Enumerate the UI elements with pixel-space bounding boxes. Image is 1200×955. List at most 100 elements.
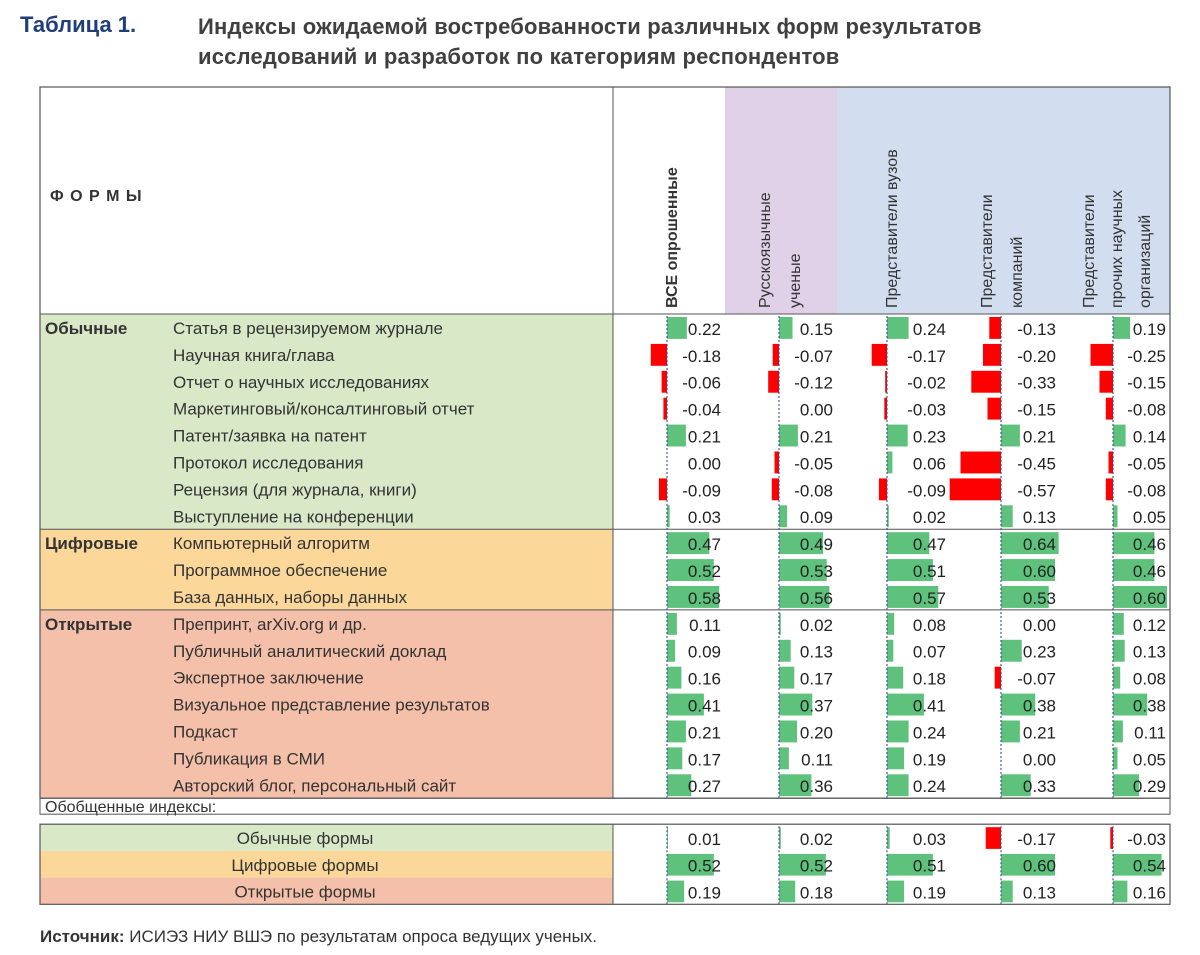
value-label: -0.15 [1127,374,1166,393]
row-label: Патент/заявка на патент [173,427,367,446]
value-label: 0.21 [688,428,721,447]
bar [1113,317,1131,339]
value-label: 0.60 [1023,562,1056,581]
bar [983,343,1001,366]
value-label: 0.18 [913,670,946,689]
value-label: 0.17 [800,670,833,689]
bar [667,586,720,608]
bar [887,586,939,608]
value-label: 0.53 [1023,589,1056,608]
column-header-5-line-3: организаций [1137,215,1154,308]
value-label: 0.41 [913,697,946,716]
row-label: Маркетинговый/консалтинговый отчет [173,400,475,419]
bar [887,747,905,770]
group-bg-2 [40,529,613,610]
value-label: 0.27 [688,777,721,796]
value-label: -0.08 [794,481,833,500]
column-header-2-line-2: ученые [787,253,804,308]
bar [779,747,789,770]
bar [774,451,779,474]
value-label: 0.54 [1133,857,1166,876]
value-label: 0.05 [1133,508,1166,527]
value-label: 0.08 [1133,670,1166,689]
bar [1090,343,1113,366]
summary-row-bg [40,850,613,878]
value-label: 0.01 [688,830,721,849]
column-header-5-line-1: Представители [1081,194,1098,308]
bar [667,853,714,876]
bar [1113,586,1167,608]
bar [989,317,1001,339]
value-label: 0.51 [913,562,946,581]
source-label: Источник: [40,927,125,946]
caption-title-line-2: исследований и разработок по категориям … [198,44,840,69]
value-label: 0.03 [688,508,721,527]
bar [779,424,798,447]
bar [667,774,692,797]
value-label: -0.07 [794,347,833,366]
column-header-2-line-1: Русскоязычные [757,192,774,308]
value-label: 0.14 [1133,428,1166,447]
value-label: 0.57 [913,589,946,608]
value-label: 0.52 [688,562,721,581]
value-label: -0.18 [682,347,721,366]
value-label: 0.53 [800,562,833,581]
bar [667,505,670,528]
bar [1001,639,1022,662]
caption-title-line-1: Индексы ожидаемой востребованности разли… [198,14,982,39]
value-label: 0.16 [1133,883,1166,902]
value-label: 0.08 [913,616,946,635]
bar [887,666,904,689]
bar [1001,853,1055,876]
bar [779,532,824,555]
bar [772,343,779,366]
bar [1113,639,1125,662]
value-label: -0.07 [1017,670,1056,689]
bar [884,397,887,420]
bar [887,559,933,581]
bar [887,505,889,528]
bar [887,424,908,447]
bar [1001,880,1013,903]
value-label: 0.24 [913,777,946,796]
table-caption: Таблица 1. Индексы ожидаемой востребован… [20,8,1190,78]
value-label: 0.60 [1133,589,1166,608]
value-label: 0.51 [913,857,946,876]
bar [667,424,686,447]
value-label: 0.06 [913,454,946,473]
value-label: 0.02 [913,508,946,527]
bar [887,774,909,797]
value-label: -0.33 [1017,374,1056,393]
bar [771,478,779,501]
value-label: -0.17 [1017,830,1056,849]
bar [779,612,781,635]
bar [1113,853,1162,876]
source-text: ИСИЭЗ НИУ ВШЭ по результатам опроса веду… [124,927,598,946]
row-header-label: Ф О Р М Ы [50,188,143,205]
row-label: Программное обеспечение [173,561,387,580]
bar [667,747,683,770]
bar [985,827,1001,849]
bar [1113,559,1155,581]
value-label: 0.21 [1023,723,1056,742]
bar [885,370,887,393]
bar [779,853,826,876]
bar [1001,559,1055,581]
value-label: 0.46 [1133,562,1166,581]
bar [779,586,830,608]
summary-row-label: Обычные формы [237,829,374,848]
value-label: 0.00 [800,401,833,420]
summary-row-label: Цифровые формы [231,856,378,875]
value-label: 0.19 [913,750,946,769]
row-label: Подкаст [173,723,238,742]
bar [1001,505,1013,528]
value-label: 0.38 [1023,697,1056,716]
bar [1001,532,1059,555]
bar [779,666,795,689]
bar [667,559,714,581]
bar [1105,397,1113,420]
value-label: 0.11 [689,616,721,635]
value-label: 0.19 [913,883,946,902]
bar [663,397,667,420]
value-label: 0.20 [800,723,833,742]
